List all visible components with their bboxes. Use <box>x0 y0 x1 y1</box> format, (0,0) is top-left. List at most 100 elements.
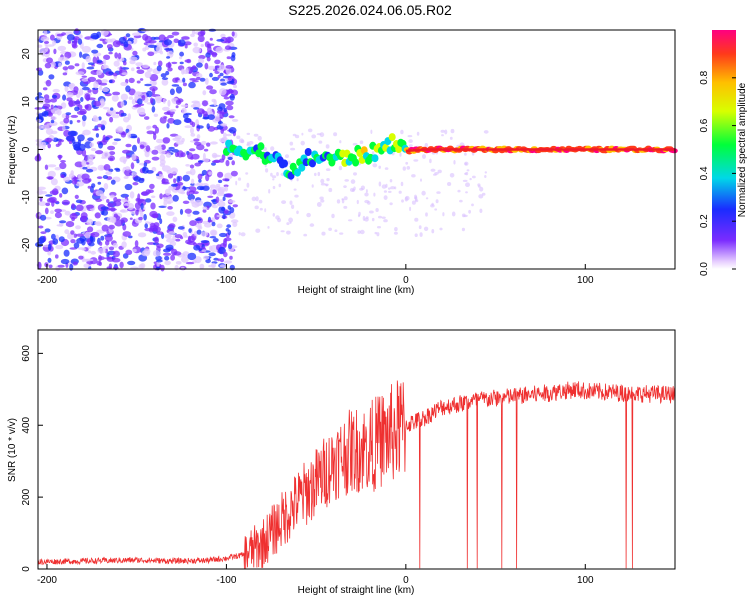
noise-blob <box>194 199 204 207</box>
noise-blob <box>214 59 221 65</box>
noise-blob <box>98 142 103 149</box>
noise-blob <box>163 252 172 256</box>
noise-blob <box>152 88 156 96</box>
noise-blob <box>136 69 145 74</box>
noise-blob <box>224 172 233 180</box>
noise-blob <box>139 112 146 115</box>
noise-blob <box>136 80 141 84</box>
noise-blob <box>477 183 481 187</box>
noise-blob <box>73 242 80 249</box>
noise-blob <box>352 142 358 146</box>
noise-blob <box>364 199 370 204</box>
noise-blob <box>51 188 59 196</box>
noise-blob <box>165 152 172 158</box>
noise-blob <box>431 229 435 234</box>
noise-blob <box>46 176 54 180</box>
noise-blob <box>237 177 242 181</box>
noise-blob <box>96 260 102 266</box>
noise-blob <box>204 77 209 85</box>
noise-blob <box>414 197 417 200</box>
noise-blob <box>180 104 189 108</box>
noise-blob <box>99 241 103 246</box>
noise-blob <box>194 256 202 264</box>
noise-blob <box>163 116 168 119</box>
noise-blob <box>156 243 164 249</box>
x-tick-label: 100 <box>577 575 594 586</box>
noise-blob <box>74 63 80 67</box>
noise-blob <box>129 191 135 199</box>
noise-blob <box>75 204 84 212</box>
noise-blob <box>350 179 356 184</box>
noise-blob <box>223 209 229 215</box>
noise-blob <box>161 181 170 185</box>
noise-blob <box>92 116 100 122</box>
noise-blob <box>153 113 159 118</box>
noise-blob <box>132 144 137 152</box>
noise-blob <box>167 34 175 39</box>
noise-blob <box>231 160 235 166</box>
noise-blob <box>200 231 209 237</box>
noise-blob <box>102 175 108 179</box>
noise-blob <box>95 133 99 138</box>
noise-blob <box>45 45 49 52</box>
noise-blob <box>119 66 123 74</box>
noise-blob <box>64 210 71 216</box>
noise-blob <box>291 204 295 209</box>
noise-blob <box>108 224 115 230</box>
noise-blob <box>166 170 171 174</box>
noise-blob <box>413 159 419 162</box>
colorbar: 0.0 0.2 0.4 0.6 0.8 Normalized spectral ampl… <box>699 30 748 276</box>
noise-blob <box>66 34 75 41</box>
noise-blob <box>211 221 216 227</box>
noise-blob <box>65 112 72 116</box>
noise-blob <box>437 169 442 174</box>
noise-blob <box>125 143 132 148</box>
noise-blob <box>275 215 280 220</box>
noise-blob <box>87 226 94 233</box>
noise-blob <box>226 56 231 60</box>
noise-blob <box>123 176 129 179</box>
noise-blob <box>203 255 210 260</box>
noise-blob <box>123 41 129 48</box>
noise-blob <box>400 129 404 135</box>
noise-blob <box>411 174 416 178</box>
noise-blob <box>364 192 369 197</box>
noise-blob <box>150 222 156 227</box>
noise-blob <box>54 208 62 213</box>
noise-blob <box>105 171 113 176</box>
noise-blob <box>151 166 157 172</box>
noise-blob <box>56 224 64 227</box>
noise-blob <box>69 213 78 220</box>
noise-blob <box>206 56 211 62</box>
noise-blob <box>122 231 132 237</box>
noise-blob <box>369 210 374 214</box>
x-tick-label: 0 <box>403 275 409 286</box>
noise-blob <box>353 186 356 191</box>
noise-blob <box>325 144 330 149</box>
noise-blob <box>73 86 79 93</box>
noise-blob <box>173 251 182 256</box>
noise-blob <box>209 72 213 78</box>
noise-blob <box>149 97 154 104</box>
noise-blob <box>221 136 228 142</box>
noise-blob <box>196 229 202 235</box>
noise-blob <box>370 129 373 134</box>
noise-blob <box>135 91 143 96</box>
noise-blob <box>457 189 461 193</box>
noise-blob <box>155 255 162 261</box>
noise-blob <box>231 219 239 224</box>
y-tick-label: 0 <box>21 146 32 152</box>
noise-blob <box>219 64 226 71</box>
noise-blob <box>44 164 49 170</box>
noise-blob <box>381 216 386 219</box>
noise-blob <box>398 190 402 194</box>
noise-blob <box>151 156 160 161</box>
noise-blob <box>289 141 294 146</box>
noise-blob <box>146 90 153 98</box>
noise-blob <box>223 132 227 138</box>
noise-blob <box>192 210 200 215</box>
noise-blob <box>190 127 194 134</box>
noise-blob <box>202 220 209 225</box>
noise-blob <box>120 100 125 108</box>
